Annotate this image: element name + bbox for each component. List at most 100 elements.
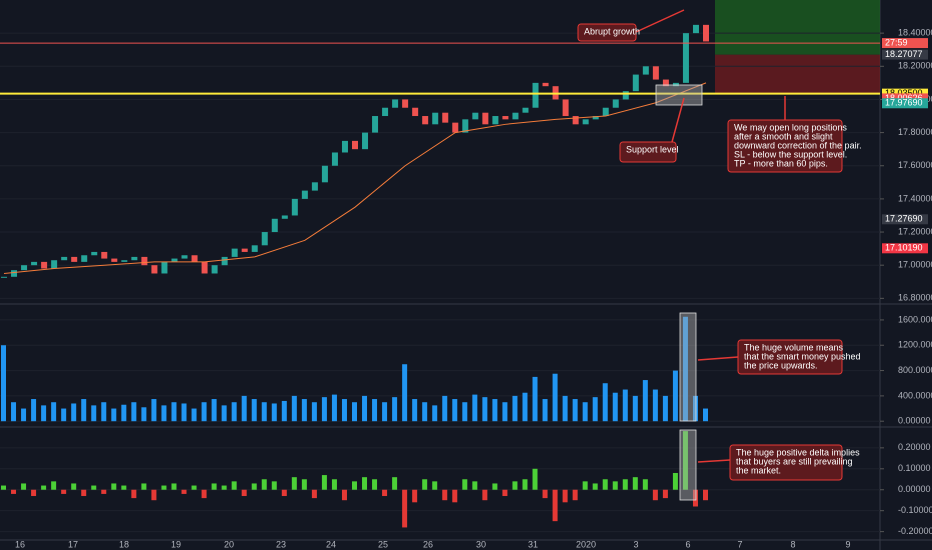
x-tick-label: 16 [15,539,25,549]
bar [432,405,438,422]
bar [562,395,568,422]
annotation-text: the price upwards. [744,360,818,370]
bar [171,402,177,422]
annotation-arrow [697,356,739,361]
bar [271,481,277,490]
bar [21,408,27,422]
bar [682,316,688,422]
x-tick-label: 30 [476,539,486,549]
candle [251,245,258,252]
y-tick-label: 18.20000 [898,61,932,71]
annotation-text: that buyers are still prevailing [736,456,853,466]
y-tick-label: 0.00000 [898,416,931,426]
bar [191,408,197,422]
bar [51,481,57,490]
bar [382,489,388,497]
bar [261,479,267,490]
bar [111,408,117,422]
candle [1,276,7,278]
bar [101,402,107,422]
candle [61,256,68,261]
bar [632,395,638,422]
bar [251,483,257,490]
bar [251,399,257,422]
bar [392,397,398,422]
candle [231,248,238,257]
bar [522,392,528,422]
x-tick-label: 3 [633,539,638,549]
bar [552,489,558,522]
bar [412,489,418,503]
bar [201,489,207,499]
highlight [679,312,697,422]
price-badge [882,214,928,225]
bar [552,373,558,422]
candle [131,256,138,261]
bar [271,403,277,422]
candle [432,112,439,125]
y-tick-label: -0.20000 [898,526,932,536]
y-tick-label: 0.00000 [898,484,931,494]
bar [91,405,97,422]
bar [652,489,658,501]
bar [352,481,357,490]
y-tick-label: 1200.00000 [898,340,932,350]
bar [703,489,708,501]
annotation-arrow [671,97,685,143]
candle [81,255,88,262]
annotation-arrow [697,459,731,463]
bar [572,399,578,422]
x-tick-label: 17 [68,539,78,549]
bar [682,431,688,490]
annotation-text: The huge positive delta implies [736,447,860,457]
candle [301,190,308,199]
bar [632,477,638,490]
candle [111,258,118,262]
highlight [655,84,703,106]
candle [462,119,469,133]
x-tick-label: 23 [276,539,286,549]
x-tick-label: 31 [528,539,538,549]
annotation-text: Abrupt growth [584,26,640,36]
bar [71,483,77,490]
candle [442,112,449,123]
price-badge-label: 27:59 [885,37,908,47]
candle [101,251,108,259]
bar [502,489,508,497]
y-tick-label: 17.20000 [898,226,932,236]
candle [472,112,479,120]
annotation: Support level [619,97,685,163]
candle [362,132,369,150]
candle [221,256,228,266]
candle [161,261,168,274]
bar [141,407,147,422]
bar [301,399,307,422]
candle [211,265,218,274]
bar [311,402,317,422]
bar [131,489,137,499]
candle [261,232,268,246]
bar [211,399,217,422]
candle [191,255,198,262]
bar [422,479,428,490]
bar [171,483,177,490]
bar [612,392,618,422]
y-tick-label: 17.40000 [898,193,932,203]
bar [542,399,548,422]
bar [392,477,398,490]
candle [582,119,589,125]
bar [31,399,37,422]
annotation-box [729,444,843,481]
bar [402,364,408,422]
candle [672,82,679,87]
price-badge-label: 17.27690 [885,214,923,224]
candle [331,152,338,166]
candle [21,265,28,271]
candle [412,107,419,117]
bar [522,479,528,490]
bar [111,483,117,490]
bar [512,395,518,422]
candle [622,91,629,100]
